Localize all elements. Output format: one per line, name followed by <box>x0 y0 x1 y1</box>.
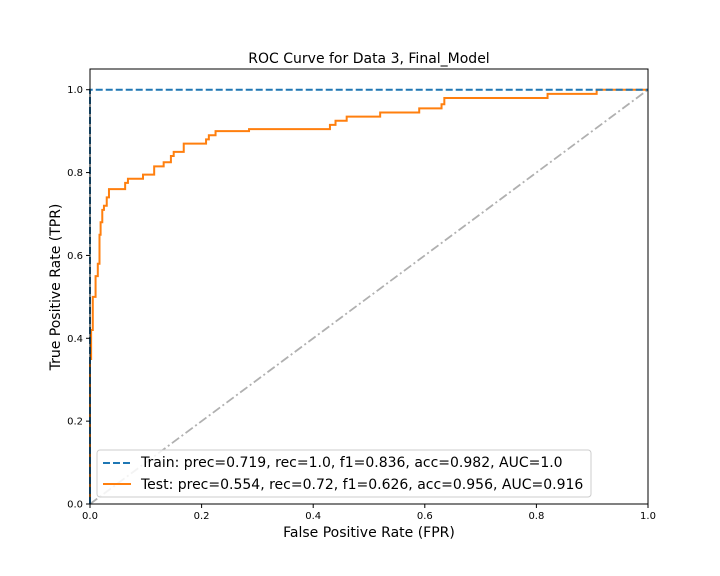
legend: Train: prec=0.719, rec=1.0, f1=0.836, ac… <box>96 449 592 498</box>
legend-label-train: Train: prec=0.719, rec=1.0, f1=0.836, ac… <box>140 455 563 471</box>
x-tick-label: 0.6 <box>417 511 433 522</box>
x-tick-label: 1.0 <box>640 511 656 522</box>
x-axis-label: False Positive Rate (FPR) <box>283 525 455 541</box>
x-tick-label: 0.4 <box>305 511 321 522</box>
legend-label-test: Test: prec=0.554, rec=0.72, f1=0.626, ac… <box>140 477 583 493</box>
legend-box <box>96 449 592 498</box>
y-tick-label: 1.0 <box>67 85 83 96</box>
test-curve <box>89 88 648 504</box>
plot-lines <box>89 88 649 505</box>
x-tick-label: 0.2 <box>194 511 210 522</box>
plot-frame <box>89 68 649 505</box>
y-tick-label: 0.8 <box>67 168 83 179</box>
y-axis-label: True Positive Rate (TPR) <box>48 204 64 372</box>
y-tick-label: 0.4 <box>67 334 83 345</box>
y-tick-label: 0.6 <box>67 251 83 262</box>
x-tick-label: 0.8 <box>528 511 544 522</box>
y-tick-label: 0.2 <box>67 417 83 428</box>
y-tick-label: 0.0 <box>67 500 83 511</box>
axis-ticks: 0.0 0.2 0.4 0.6 0.8 1.0 0.0 0.2 0.4 0.6 0.8 1.0 <box>67 85 656 522</box>
chance-line <box>89 88 649 505</box>
chart-title: ROC Curve for Data 3, Final_Model <box>248 51 489 67</box>
x-tick-label: 0.0 <box>82 511 98 522</box>
